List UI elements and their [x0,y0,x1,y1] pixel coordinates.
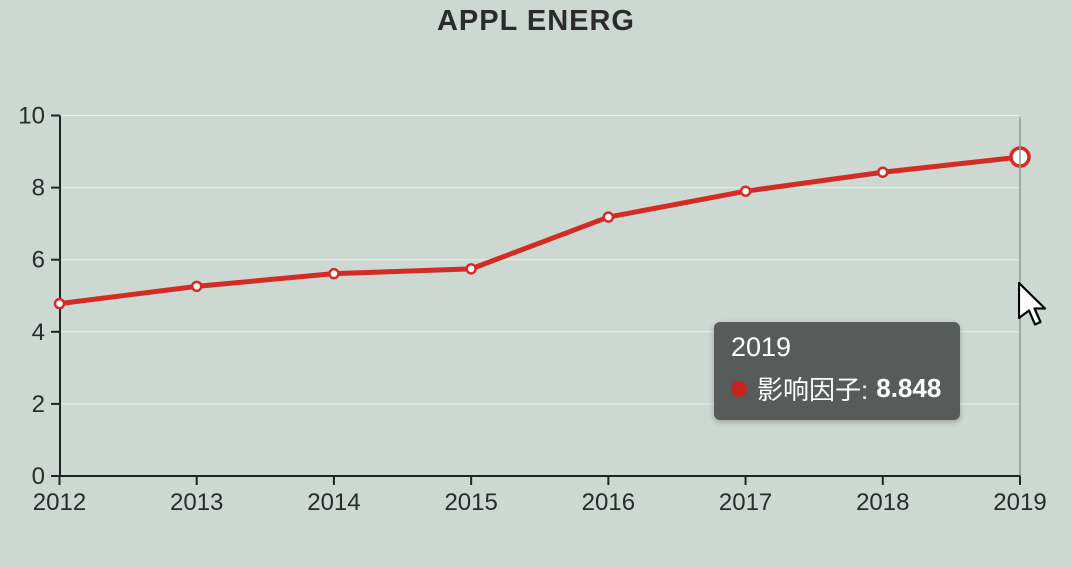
data-point-marker[interactable] [465,263,477,275]
tooltip-year: 2019 [731,332,792,362]
x-tick-label: 2018 [856,489,909,516]
data-point-marker[interactable] [877,166,889,178]
axis-lines [59,115,1021,477]
y-tick-label: 2 [32,391,45,418]
x-tick-label: 2014 [307,489,360,516]
chart-tooltip: 2019 影响因子: 8.848 [714,322,961,420]
y-tick-label: 4 [32,319,45,346]
tooltip-value: 8.848 [876,373,942,403]
x-tick-label: 2012 [33,489,86,516]
chart-title: APPL ENERG [436,5,635,37]
x-tick-label: 2019 [993,489,1046,516]
y-tick-label: 10 [18,103,45,130]
x-tick-label: 2015 [444,489,497,516]
y-tick-label: 6 [32,247,45,274]
tooltip-series-row: 影响因子: 8.848 [731,370,941,407]
mouse-cursor-icon [1018,282,1047,326]
data-point-marker[interactable] [53,297,66,310]
tooltip-series-label: 影响因子: [757,375,869,405]
y-tick-label: 0 [32,463,45,490]
x-tick-label: 2013 [170,489,223,516]
data-point-marker[interactable] [739,185,752,197]
x-tick-label: 2016 [582,489,635,516]
data-point-marker[interactable] [190,280,203,293]
series-dot-icon [731,380,747,397]
y-tick-label: 8 [32,175,45,202]
series-line [57,154,1023,307]
data-point-marker[interactable] [328,267,340,280]
x-tick-label: 2017 [719,489,772,516]
data-point-marker[interactable] [602,211,615,223]
